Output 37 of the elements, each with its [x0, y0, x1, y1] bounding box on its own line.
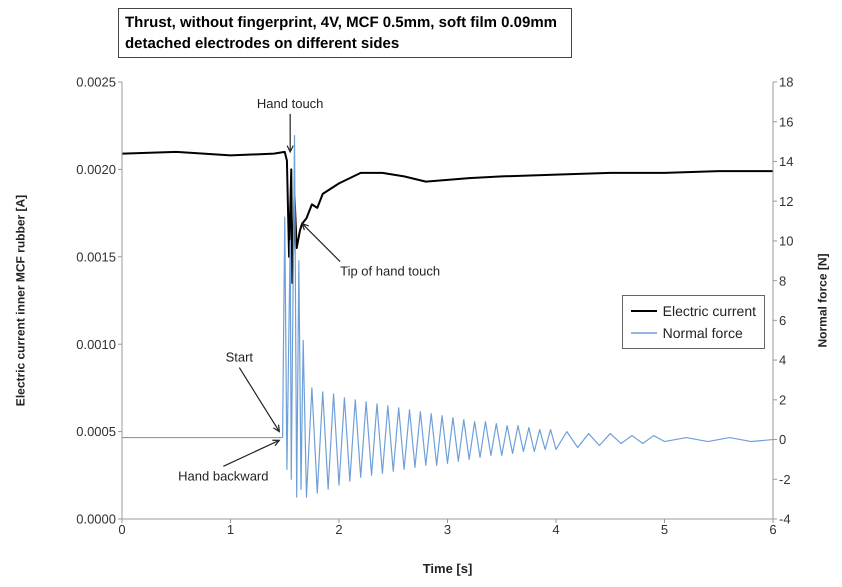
x-tick-label: 4	[552, 522, 560, 538]
x-tick-label: 5	[660, 522, 668, 538]
y2-tick-label: 4	[779, 352, 786, 368]
annotation: Hand touch	[256, 96, 324, 111]
x-tick-label: 1	[226, 522, 234, 538]
y2-tick-label: 0	[779, 432, 786, 448]
annotation: Hand backward	[178, 468, 268, 484]
y2-tick-label: 2	[779, 392, 786, 408]
chart-title: Thrust, without fingerprint, 4V, MCF 0.5mm, soft film 0.09mm detached electrodes on different sides	[118, 8, 572, 58]
x-axis-title: Time [s]	[422, 561, 472, 576]
y2-tick-label: 14	[779, 154, 794, 170]
y-tick-label: 0.0025	[76, 74, 116, 90]
legend-label: Normal force	[662, 324, 743, 343]
y-tick-label: 0.0020	[76, 162, 116, 178]
y-tick-label: 0.0010	[76, 336, 116, 352]
y-tick-label: 0.0005	[76, 424, 116, 440]
x-tick-label: 6	[769, 522, 777, 538]
y2-tick-label: -2	[779, 472, 791, 487]
annotation: Start	[226, 350, 254, 365]
x-tick-label: 3	[444, 522, 452, 538]
y2-axis-title: Normal force [N]	[815, 253, 830, 348]
y2-tick-label: 8	[779, 273, 786, 288]
y2-tick-label: 18	[779, 74, 794, 90]
y2-tick-label: 10	[779, 234, 794, 249]
legend-label: Electric current	[662, 302, 756, 321]
y-axis-title: Electric current inner MCF rubber [A]	[13, 194, 28, 406]
x-tick-label: 2	[335, 522, 343, 538]
y2-tick-label: 16	[779, 114, 794, 130]
y-tick-label: 0.0015	[76, 249, 116, 264]
y2-tick-label: 12	[779, 194, 794, 209]
line-series	[122, 150, 773, 284]
y2-tick-label: -4	[779, 512, 791, 527]
y2-tick-label: 6	[779, 312, 786, 328]
x-tick-label: 0	[118, 522, 126, 538]
line-series	[122, 135, 773, 498]
annotation: Tip of hand touch	[340, 264, 440, 279]
y-tick-label: 0.0000	[76, 512, 116, 527]
